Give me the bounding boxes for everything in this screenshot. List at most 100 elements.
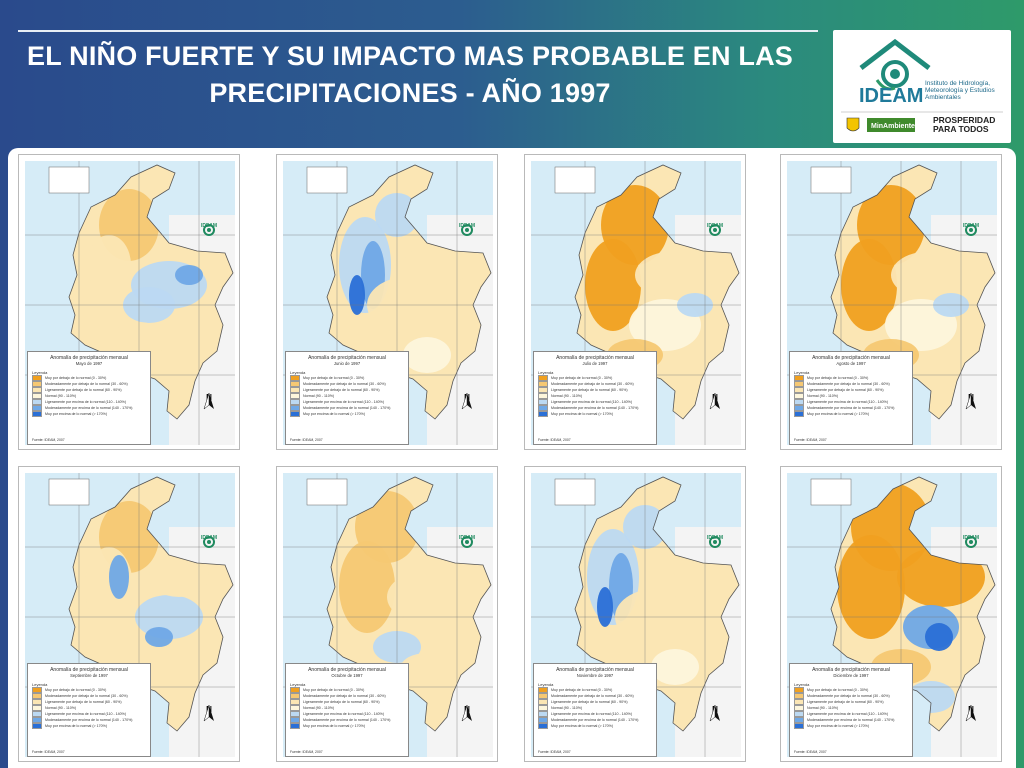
legend-swatch bbox=[538, 405, 548, 411]
anomaly-zone bbox=[597, 587, 613, 627]
legend-swatch bbox=[794, 717, 804, 723]
legend-label: Ligeramente por encima de lo normal (110… bbox=[551, 400, 633, 404]
legend-item: Ligeramente por encima de lo normal (110… bbox=[790, 399, 912, 405]
legend-item: Moderadamente por debajo de lo normal (3… bbox=[534, 693, 656, 699]
country-border bbox=[830, 476, 996, 732]
islands-inset bbox=[554, 166, 596, 194]
legend-label: Ligeramente por debajo de lo normal (60 … bbox=[303, 700, 380, 704]
north-arrow: N bbox=[963, 393, 979, 423]
north-arrow-icon bbox=[461, 705, 472, 722]
legend-swatch bbox=[32, 693, 42, 699]
legend-month: Agosto de 1997 bbox=[836, 361, 866, 366]
ideam-mini-logo: IDEAM bbox=[453, 223, 481, 245]
legend-label: Muy por encima de lo normal (> 170%) bbox=[45, 412, 108, 416]
legend-swatch bbox=[794, 723, 804, 729]
legend-item: Ligeramente por debajo de lo normal (60 … bbox=[534, 387, 656, 393]
map-legend: Anomalía de precipitación mensual Junio d… bbox=[285, 351, 409, 445]
legend-swatch bbox=[538, 723, 548, 729]
ideam-mini-logo: IDEAM bbox=[701, 535, 729, 557]
legend-month: Julio de 1997 bbox=[582, 361, 608, 366]
legend-month: Diciembre de 1997 bbox=[833, 673, 869, 678]
anomaly-zone bbox=[401, 653, 453, 681]
legend-swatch bbox=[32, 711, 42, 717]
legend-swatch bbox=[290, 699, 300, 705]
anomaly-zone bbox=[175, 265, 203, 285]
legend-item: Normal (90 - 110%) bbox=[28, 393, 150, 399]
legend-swatch bbox=[538, 381, 548, 387]
legend-label: Muy por encima de lo normal (> 170%) bbox=[45, 724, 108, 728]
north-arrow-icon bbox=[965, 705, 976, 722]
anomaly-zone bbox=[403, 245, 471, 285]
legend-swatch bbox=[794, 375, 804, 381]
precip-anomaly-map: IDEAM Anomalía de precipitación mensual Oc… bbox=[276, 466, 498, 762]
legend-month: Junio de 1997 bbox=[333, 361, 361, 366]
legend-item: Moderadamente por encima de lo normal (1… bbox=[286, 717, 408, 723]
north-arrow: N bbox=[707, 393, 723, 423]
legend-label: Normal (90 - 110%) bbox=[807, 706, 839, 710]
legend-item: Ligeramente por debajo de lo normal (60 … bbox=[286, 699, 408, 705]
legend-label: Ligeramente por encima de lo normal (110… bbox=[45, 712, 127, 716]
legend-swatch bbox=[290, 687, 300, 693]
map-legend: Anomalía de precipitación mensual Julio d… bbox=[533, 351, 657, 445]
legend-swatch bbox=[290, 405, 300, 411]
ideam-logo-subtitle: Instituto de Hidrología, Meteorología y … bbox=[925, 80, 995, 101]
legend-label: Muy por debajo de lo normal (0 - 30%) bbox=[303, 688, 365, 692]
legend-item: Muy por debajo de lo normal (0 - 30%) bbox=[28, 375, 150, 381]
legend-swatch bbox=[794, 705, 804, 711]
legend-item: Ligeramente por debajo de lo normal (60 … bbox=[790, 699, 912, 705]
legend-item: Ligeramente por encima de lo normal (110… bbox=[790, 711, 912, 717]
legend-swatch bbox=[32, 687, 42, 693]
legend-label: Moderadamente por encima de lo normal (1… bbox=[303, 718, 391, 722]
legend-label: Normal (90 - 110%) bbox=[551, 706, 583, 710]
legend-item: Muy por encima de lo normal (> 170%) bbox=[286, 723, 408, 729]
legend-label: Moderadamente por debajo de lo normal (3… bbox=[303, 694, 386, 698]
legend-swatch bbox=[32, 699, 42, 705]
north-arrow: N bbox=[707, 705, 723, 735]
legend-label: Muy por debajo de lo normal (0 - 30%) bbox=[45, 688, 107, 692]
north-arrow-icon bbox=[709, 393, 720, 410]
legend-swatch bbox=[32, 405, 42, 411]
legend-subtitle: Leyenda bbox=[32, 370, 48, 375]
precip-anomaly-map: IDEAM Anomalía de precipitación mensual Ju… bbox=[276, 154, 498, 450]
ideam-mini-icon bbox=[965, 536, 977, 548]
legend-label: Ligeramente por debajo de lo normal (60 … bbox=[551, 388, 628, 392]
legend-item: Ligeramente por debajo de lo normal (60 … bbox=[534, 699, 656, 705]
ideam-mini-logo: IDEAM bbox=[453, 535, 481, 557]
legend-label: Moderadamente por encima de lo normal (1… bbox=[551, 406, 639, 410]
country-border bbox=[68, 164, 234, 420]
legend-subtitle: Leyenda bbox=[794, 682, 810, 687]
anomaly-zone bbox=[349, 275, 365, 315]
legend-item: Normal (90 - 110%) bbox=[28, 705, 150, 711]
legend-label: Ligeramente por encima de lo normal (110… bbox=[45, 400, 127, 404]
legend-swatch bbox=[290, 393, 300, 399]
legend-label: Muy por debajo de lo normal (0 - 30%) bbox=[807, 688, 869, 692]
legend-swatch bbox=[32, 399, 42, 405]
anomaly-zone bbox=[585, 239, 641, 331]
legend-source: Fuente: IDEAM, 2007 bbox=[290, 750, 323, 754]
legend-item: Muy por debajo de lo normal (0 - 30%) bbox=[790, 375, 912, 381]
anomaly-zone bbox=[841, 239, 897, 331]
legend-label: Ligeramente por debajo de lo normal (60 … bbox=[807, 700, 884, 704]
legend-label: Muy por debajo de lo normal (0 - 30%) bbox=[45, 376, 107, 380]
islands-inset bbox=[48, 478, 90, 506]
legend-item: Muy por debajo de lo normal (0 - 30%) bbox=[286, 375, 408, 381]
legend-label: Normal (90 - 110%) bbox=[807, 394, 839, 398]
legend-item: Moderadamente por debajo de lo normal (3… bbox=[28, 693, 150, 699]
islands-inset bbox=[810, 478, 852, 506]
legend-item: Moderadamente por encima de lo normal (1… bbox=[286, 405, 408, 411]
islands-inset bbox=[306, 166, 348, 194]
legend-heading: Anomalía de precipitación mensual bbox=[50, 355, 128, 361]
legend-swatch bbox=[32, 723, 42, 729]
legend-item: Ligeramente por encima de lo normal (110… bbox=[28, 711, 150, 717]
legend-label: Moderadamente por debajo de lo normal (3… bbox=[551, 694, 634, 698]
legend-label: Normal (90 - 110%) bbox=[551, 394, 583, 398]
legend-label: Ligeramente por encima de lo normal (110… bbox=[551, 712, 633, 716]
legend-subtitle: Leyenda bbox=[538, 682, 554, 687]
precip-anomaly-map: IDEAM Anomalía de precipitación mensual Ma… bbox=[18, 154, 240, 450]
legend-label: Muy por encima de lo normal (> 170%) bbox=[551, 412, 614, 416]
legend-label: Moderadamente por encima de lo normal (1… bbox=[551, 718, 639, 722]
legend-item: Muy por encima de lo normal (> 170%) bbox=[790, 411, 912, 417]
legend-item: Ligeramente por debajo de lo normal (60 … bbox=[286, 387, 408, 393]
islands-inset bbox=[810, 166, 852, 194]
legend-swatch bbox=[538, 387, 548, 393]
